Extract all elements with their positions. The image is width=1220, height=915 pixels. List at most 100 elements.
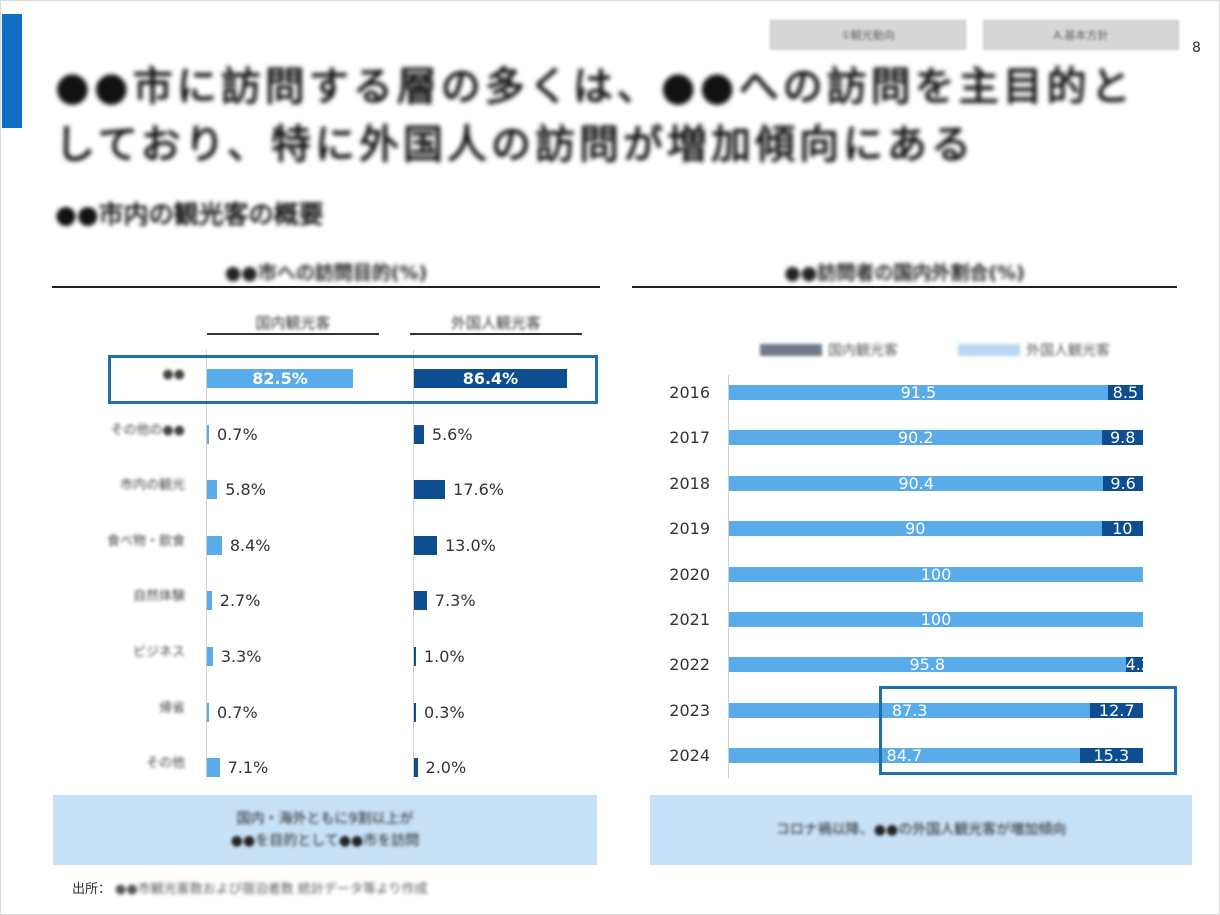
segment-foreign — [1090, 702, 1143, 718]
bar-domestic — [207, 369, 354, 388]
data-label: 7.3% — [434, 591, 476, 611]
stacked-axis-line — [728, 375, 729, 778]
bar-domestic — [207, 480, 218, 500]
segment-label: 12.7 — [1098, 700, 1135, 720]
data-label: 8.4% — [229, 535, 271, 555]
bar-domestic — [207, 758, 220, 778]
segment-label: 10 — [1112, 519, 1133, 539]
data-label: 0.3% — [424, 702, 465, 722]
segment-domestic — [729, 430, 1103, 446]
bar-foreign — [414, 647, 416, 666]
source-label: 出所： — [72, 882, 112, 897]
bar-domestic — [207, 591, 212, 611]
row-label: その他 — [145, 756, 185, 772]
data-label: 2.7% — [219, 591, 261, 611]
data-label: 3.3% — [220, 647, 262, 666]
bar-foreign — [414, 480, 446, 500]
segment-label: 100 — [920, 610, 952, 629]
data-label: 2.0% — [425, 758, 467, 778]
section-subtitle: ●●市内の観光客の概要 — [55, 200, 324, 229]
year-label: 2018 — [669, 473, 710, 493]
legend-foreign-label: 外国人観光客 — [1026, 343, 1110, 359]
row-label: ビジネス — [132, 645, 185, 660]
legend-foreign: 外国人観光客 — [958, 340, 1110, 360]
slide-title: ●●市に訪問する層の多くは、●●への訪問を主目的と しており、特に外国人の訪問が… — [55, 58, 1185, 174]
segment-domestic — [729, 748, 1080, 764]
foreign-axis-line — [413, 350, 414, 780]
segment-foreign — [1125, 657, 1143, 673]
segment-label: 84.7 — [886, 746, 923, 766]
bar-foreign — [414, 591, 427, 611]
source-text: ●●市観光客数および宿泊者数 統計データ等より作成 — [115, 882, 428, 897]
section-tag-1: ①観光動向 — [770, 20, 966, 50]
slide-title-line1: ●●市に訪問する層の多くは、●●への訪問を主目的と — [55, 64, 1135, 110]
data-label: 86.4% — [462, 369, 519, 388]
segment-domestic — [729, 475, 1104, 491]
column-rule-foreign — [410, 333, 582, 335]
segment-label: 15.3 — [1093, 746, 1130, 766]
left-chart-title: ●●市への訪問目的(%) — [224, 262, 428, 284]
segment-domestic — [729, 612, 1143, 627]
section-tag-2: A.基本方針 — [983, 20, 1179, 50]
segment-label: 90.4 — [898, 473, 934, 493]
page-number: 8 — [1192, 40, 1201, 56]
legend-foreign-swatch — [958, 344, 1020, 356]
source-note: 出所： ●●市観光客数および宿泊者数 統計データ等より作成 — [72, 878, 428, 897]
data-label: 1.0% — [424, 647, 465, 666]
year-label: 2023 — [669, 700, 710, 720]
year-label: 2022 — [669, 655, 710, 675]
segment-label: 4.2 — [1125, 655, 1152, 675]
bar-foreign — [414, 369, 567, 388]
row-label: 市内の観光 — [119, 478, 185, 494]
segment-label: 91.5 — [900, 383, 937, 402]
domestic-axis-line — [206, 350, 207, 780]
data-label: 13.0% — [445, 535, 496, 555]
data-label: 5.6% — [431, 424, 473, 444]
left-note-line1: 国内・海外ともに9割以上が — [236, 811, 414, 827]
bar-domestic — [207, 647, 213, 666]
bar-foreign — [414, 758, 418, 778]
left-note-box: 国内・海外ともに9割以上が ●●を目的として●●市を訪問 — [53, 795, 597, 865]
left-highlight-box — [108, 355, 598, 404]
right-title-rule — [632, 286, 1177, 288]
segment-domestic — [729, 702, 1091, 718]
accent-bar — [2, 14, 22, 128]
bar-domestic — [207, 535, 222, 555]
data-label: 0.7% — [217, 424, 258, 444]
data-label: 7.1% — [227, 758, 269, 778]
segment-label: 9.8 — [1109, 428, 1136, 448]
bar-foreign — [414, 535, 437, 555]
left-title-rule — [52, 286, 600, 288]
row-label: 食べ物・飲食 — [106, 533, 185, 549]
row-label: 帰省 — [158, 700, 185, 716]
legend-domestic-label: 国内観光客 — [828, 343, 898, 359]
row-label: ●● — [162, 367, 185, 382]
segment-foreign — [1107, 385, 1143, 400]
segment-foreign — [1101, 521, 1143, 537]
legend-domestic-swatch — [760, 344, 822, 356]
segment-label: 100 — [920, 564, 952, 584]
column-rule-domestic — [207, 333, 379, 335]
data-label: 17.6% — [453, 480, 504, 500]
segment-foreign — [1102, 430, 1143, 446]
segment-domestic — [729, 657, 1126, 673]
data-label: 5.8% — [225, 480, 266, 500]
year-label: 2021 — [669, 610, 710, 629]
bar-domestic — [207, 702, 209, 722]
right-note-text: コロナ禍以降、●●の外国人観光客が増加傾向 — [775, 822, 1067, 838]
segment-label: 90 — [905, 519, 926, 539]
right-highlight-box — [879, 686, 1177, 775]
segment-label: 8.5 — [1112, 383, 1139, 402]
year-label: 2019 — [669, 519, 710, 539]
segment-domestic — [729, 566, 1143, 582]
year-label: 2020 — [669, 564, 710, 584]
row-label: その他の●● — [110, 422, 185, 438]
right-note-box: コロナ禍以降、●●の外国人観光客が増加傾向 — [650, 795, 1192, 865]
year-label: 2017 — [669, 428, 710, 448]
segment-foreign — [1079, 748, 1143, 764]
bar-foreign — [414, 702, 416, 722]
segment-domestic — [729, 385, 1108, 400]
data-label: 82.5% — [252, 369, 308, 388]
segment-label: 87.3 — [891, 700, 928, 720]
row-label: 自然体験 — [132, 589, 185, 605]
